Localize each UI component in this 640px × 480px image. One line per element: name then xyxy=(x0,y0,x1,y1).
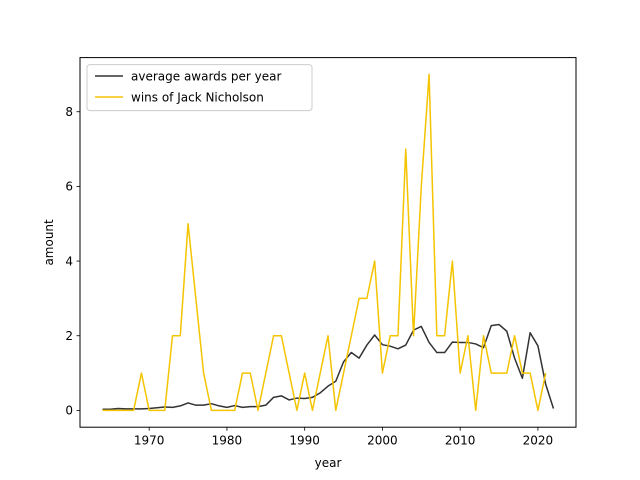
x-tick-label: 2020 xyxy=(523,434,554,448)
y-tick-label: 2 xyxy=(65,329,73,343)
x-axis-ticks: 1970 1980 1990 2000 2010 2020 xyxy=(134,427,553,448)
legend-label-average-awards: average awards per year xyxy=(131,69,281,83)
x-tick-label: 1990 xyxy=(289,434,320,448)
x-tick-label: 1980 xyxy=(212,434,243,448)
x-tick-label: 2000 xyxy=(367,434,398,448)
y-axis-label: amount xyxy=(42,219,56,266)
series-line-average-awards xyxy=(102,323,555,411)
x-axis-label: year xyxy=(315,456,342,470)
y-tick-label: 0 xyxy=(65,404,73,418)
y-tick-label: 6 xyxy=(65,180,73,194)
x-tick-label: 1970 xyxy=(134,434,165,448)
series-line-jack-nicholson xyxy=(102,73,547,412)
legend: average awards per year wins of Jack Nic… xyxy=(86,64,313,112)
legend-box xyxy=(86,64,313,112)
x-tick-label: 2010 xyxy=(445,434,476,448)
y-tick-label: 8 xyxy=(65,105,73,119)
y-axis-ticks: 0 2 4 6 8 xyxy=(65,105,80,418)
plot-lines xyxy=(102,73,555,412)
plot-frame xyxy=(79,57,577,428)
legend-label-jack-nicholson: wins of Jack Nicholson xyxy=(131,90,264,104)
y-tick-label: 4 xyxy=(65,254,73,268)
